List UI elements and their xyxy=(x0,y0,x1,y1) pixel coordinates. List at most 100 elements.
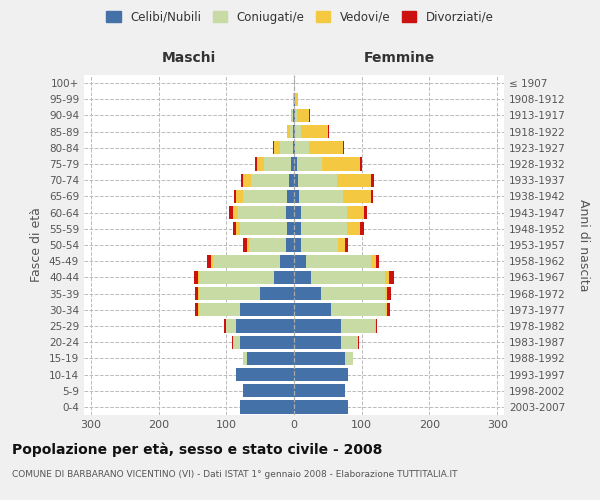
Bar xyxy=(264,158,291,170)
Bar xyxy=(294,222,301,235)
Bar xyxy=(293,141,294,154)
Bar xyxy=(364,206,367,220)
Bar xyxy=(233,206,238,220)
Bar xyxy=(236,368,294,381)
Bar xyxy=(199,270,274,284)
Bar xyxy=(287,190,294,203)
Bar xyxy=(243,384,294,398)
Bar xyxy=(347,206,364,220)
Bar xyxy=(241,174,243,187)
Bar xyxy=(345,238,348,252)
Bar xyxy=(328,125,329,138)
Bar xyxy=(199,287,260,300)
Bar xyxy=(229,206,233,220)
Bar xyxy=(198,270,199,284)
Bar xyxy=(234,190,236,203)
Bar xyxy=(199,303,240,316)
Bar xyxy=(293,125,294,138)
Bar xyxy=(295,109,297,122)
Bar xyxy=(211,254,213,268)
Bar xyxy=(243,190,287,203)
Bar xyxy=(309,141,343,154)
Bar xyxy=(243,174,251,187)
Bar xyxy=(243,352,247,365)
Bar xyxy=(294,303,331,316)
Bar xyxy=(371,254,376,268)
Bar xyxy=(233,336,240,349)
Bar xyxy=(240,222,287,235)
Bar xyxy=(257,158,264,170)
Bar xyxy=(295,125,301,138)
Bar xyxy=(195,287,198,300)
Bar xyxy=(247,238,248,252)
Bar xyxy=(301,238,338,252)
Y-axis label: Anni di nascita: Anni di nascita xyxy=(577,198,590,291)
Bar xyxy=(376,254,379,268)
Bar xyxy=(287,125,290,138)
Bar xyxy=(286,206,294,220)
Bar xyxy=(291,158,294,170)
Bar xyxy=(385,270,389,284)
Bar xyxy=(385,303,387,316)
Bar xyxy=(290,109,292,122)
Bar xyxy=(294,368,348,381)
Bar xyxy=(293,92,294,106)
Bar xyxy=(361,222,364,235)
Bar xyxy=(226,320,236,332)
Bar xyxy=(294,254,306,268)
Bar xyxy=(389,270,394,284)
Bar xyxy=(341,336,358,349)
Bar xyxy=(301,125,328,138)
Bar xyxy=(343,141,344,154)
Bar xyxy=(292,109,293,122)
Bar xyxy=(306,254,371,268)
Bar xyxy=(298,174,337,187)
Bar xyxy=(322,158,360,170)
Bar xyxy=(256,158,257,170)
Bar xyxy=(338,238,345,252)
Bar xyxy=(194,270,198,284)
Bar xyxy=(295,141,309,154)
Bar xyxy=(371,174,374,187)
Bar xyxy=(295,92,298,106)
Bar xyxy=(280,254,294,268)
Bar xyxy=(240,400,294,413)
Bar xyxy=(341,320,375,332)
Bar xyxy=(360,158,362,170)
Bar xyxy=(236,222,240,235)
Bar xyxy=(280,141,293,154)
Bar xyxy=(294,206,301,220)
Bar xyxy=(207,254,211,268)
Legend: Celibi/Nubili, Coniugati/e, Vedovi/e, Divorziati/e: Celibi/Nubili, Coniugati/e, Vedovi/e, Di… xyxy=(101,6,499,28)
Bar xyxy=(260,287,294,300)
Bar xyxy=(286,238,294,252)
Bar xyxy=(345,352,353,365)
Bar xyxy=(294,238,301,252)
Bar xyxy=(289,174,294,187)
Bar xyxy=(343,190,371,203)
Bar xyxy=(375,320,376,332)
Bar xyxy=(236,190,243,203)
Bar xyxy=(301,206,347,220)
Bar xyxy=(233,222,236,235)
Text: COMUNE DI BARBARANO VICENTINO (VI) - Dati ISTAT 1° gennaio 2008 - Elaborazione T: COMUNE DI BARBARANO VICENTINO (VI) - Dat… xyxy=(12,470,458,479)
Bar xyxy=(301,222,347,235)
Bar xyxy=(385,287,388,300)
Bar xyxy=(294,270,311,284)
Bar xyxy=(236,320,294,332)
Bar xyxy=(347,222,361,235)
Bar xyxy=(321,287,385,300)
Bar xyxy=(294,352,345,365)
Text: Femmine: Femmine xyxy=(364,51,434,65)
Bar xyxy=(387,303,390,316)
Bar xyxy=(309,109,310,122)
Bar xyxy=(294,92,295,106)
Bar xyxy=(213,254,280,268)
Bar xyxy=(247,352,294,365)
Bar xyxy=(294,158,297,170)
Bar xyxy=(294,109,295,122)
Bar xyxy=(294,336,341,349)
Bar xyxy=(274,270,294,284)
Bar xyxy=(224,320,226,332)
Bar xyxy=(293,109,294,122)
